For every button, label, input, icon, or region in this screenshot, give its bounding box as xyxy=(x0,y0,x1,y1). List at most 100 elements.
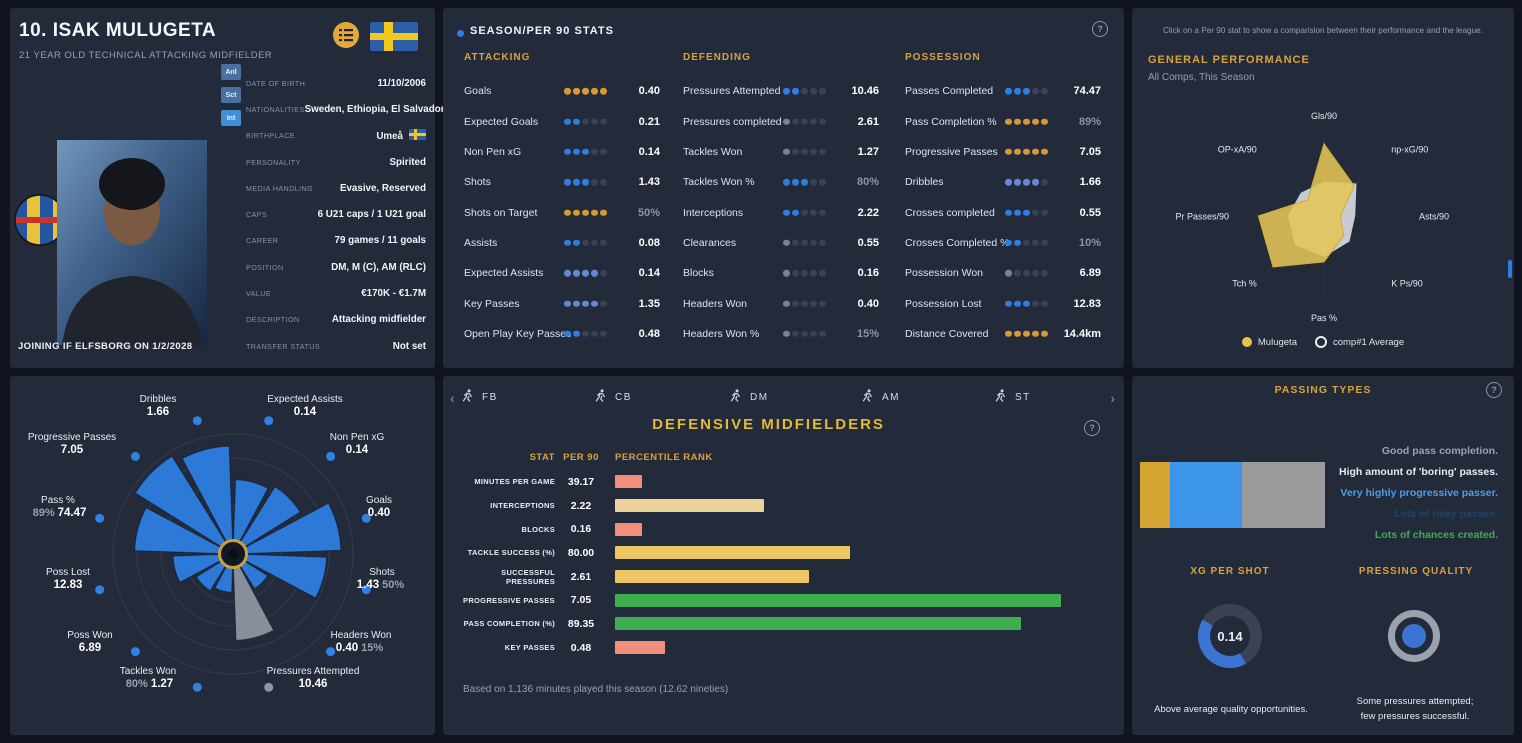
rating-dot xyxy=(792,330,799,338)
per90-stat-row[interactable]: Expected Assists 0.14 xyxy=(464,258,660,288)
pizza-slice[interactable] xyxy=(134,455,234,555)
rating-dot xyxy=(783,118,790,125)
detail-label: NATIONALITIES xyxy=(246,104,305,114)
percentile-per90-value: 0.48 xyxy=(570,641,592,654)
radar-subtitle: All Comps, This Season xyxy=(1148,72,1255,83)
per90-stat-row[interactable]: Possession Lost 12.83 xyxy=(905,288,1101,318)
rating-dot xyxy=(1005,239,1012,247)
pizza-slice[interactable] xyxy=(232,553,275,641)
rating-dot xyxy=(810,87,817,95)
passing-types-title: PASSING TYPES xyxy=(1274,384,1372,396)
per90-rating-dots xyxy=(1005,269,1048,277)
help-icon[interactable]: ? xyxy=(1092,21,1108,37)
help-icon[interactable]: ? xyxy=(1486,382,1502,398)
per90-stat-row[interactable]: Headers Won 0.40 xyxy=(683,288,879,318)
pizza-slice[interactable] xyxy=(232,479,269,555)
position-tab-st[interactable]: ST xyxy=(993,388,1031,406)
position-tab-am[interactable]: AM xyxy=(860,388,900,406)
per90-stat-label: Dribbles xyxy=(905,176,944,189)
rating-dot xyxy=(1014,300,1021,307)
positions-next-button[interactable]: › xyxy=(1110,390,1115,406)
rating-dot xyxy=(591,209,598,216)
per90-stat-row[interactable]: Headers Won % 15% xyxy=(683,319,879,349)
percentile-row: SUCCESSFUL PRESSURES 2.61 xyxy=(463,565,1114,589)
rating-dot xyxy=(810,239,817,247)
svg-text:Asts/90: Asts/90 xyxy=(1419,212,1449,222)
percentile-row: TACKLE SUCCESS (%) 80.00 xyxy=(463,541,1114,565)
general-performance-panel: Click on a Per 90 stat to show a compari… xyxy=(1132,8,1514,368)
per90-rating-dots xyxy=(1005,209,1048,216)
per90-stat-row[interactable]: Pressures completed 2.61 xyxy=(683,106,879,136)
per90-stat-row[interactable]: Crosses Completed % 10% xyxy=(905,228,1101,258)
rating-dot xyxy=(582,269,589,277)
per90-stat-row[interactable]: Crosses completed 0.55 xyxy=(905,197,1101,227)
percentile-bar-track xyxy=(615,593,1114,607)
per90-stat-row[interactable]: Passes Completed 74.47 xyxy=(905,76,1101,106)
per90-stat-row[interactable]: Shots 1.43 xyxy=(464,167,660,197)
per90-column-header: POSSESSION xyxy=(905,52,981,63)
pizza-slice[interactable] xyxy=(181,445,234,555)
help-icon[interactable]: ? xyxy=(1084,420,1100,436)
pizza-slice[interactable] xyxy=(232,502,342,555)
per90-stat-row[interactable]: Clearances 0.55 xyxy=(683,228,879,258)
position-tab-fb[interactable]: FB xyxy=(460,388,498,406)
per90-stat-row[interactable]: Tackles Won % 80% xyxy=(683,167,879,197)
pizza-slice[interactable] xyxy=(134,507,234,555)
pizza-slice[interactable] xyxy=(232,553,328,599)
per90-stat-row[interactable]: Interceptions 2.22 xyxy=(683,197,879,227)
pizza-slice[interactable] xyxy=(232,486,301,555)
rating-dot xyxy=(1041,300,1048,307)
per90-stat-row[interactable]: Open Play Key Passes 0.48 xyxy=(464,319,660,349)
rating-dot xyxy=(1041,178,1048,186)
per90-stat-row[interactable]: Pressures Attempted 10.46 xyxy=(683,76,879,106)
pizza-slice[interactable] xyxy=(172,553,234,583)
position-tab-cb[interactable]: CB xyxy=(593,388,632,406)
attributes-list-icon[interactable] xyxy=(333,22,359,48)
detail-value: Spirited xyxy=(389,156,426,168)
per90-rating-dots xyxy=(564,269,607,277)
per90-stat-value: 2.22 xyxy=(857,206,879,219)
per90-stat-row[interactable]: Shots on Target 50% xyxy=(464,197,660,227)
pressing-quality-note: Some pressures attempted; few pressures s… xyxy=(1324,694,1506,724)
player-badge[interactable]: Sct xyxy=(221,87,241,103)
position-tab-dm[interactable]: DM xyxy=(728,388,769,406)
per90-stat-row[interactable]: Tackles Won 1.27 xyxy=(683,137,879,167)
per90-rating-dots xyxy=(783,330,826,338)
positions-prev-button[interactable]: ‹ xyxy=(450,390,455,406)
detail-label: DESCRIPTION xyxy=(246,315,300,325)
rating-dot xyxy=(783,300,790,307)
rating-dot xyxy=(810,178,817,186)
player-badge[interactable]: Int xyxy=(221,110,241,126)
scrollbar-thumb[interactable] xyxy=(1508,260,1512,278)
rating-dot xyxy=(600,87,607,95)
player-badge[interactable]: Anl xyxy=(221,64,241,80)
rating-dot xyxy=(801,330,808,338)
rating-dot xyxy=(564,300,571,307)
pressing-quality-gauge xyxy=(1388,610,1440,662)
detail-value: Umeå xyxy=(376,129,426,142)
rating-dot xyxy=(792,148,799,156)
rating-dot xyxy=(600,330,607,338)
per90-stat-row[interactable]: Dribbles 1.66 xyxy=(905,167,1101,197)
percentile-bar-track xyxy=(615,617,1114,631)
per90-stat-row[interactable]: Blocks 0.16 xyxy=(683,258,879,288)
per90-stat-row[interactable]: Non Pen xG 0.14 xyxy=(464,137,660,167)
per90-stat-row[interactable]: Pass Completion % 89% xyxy=(905,106,1101,136)
detail-label: DATE OF BIRTH xyxy=(246,78,306,88)
per90-stat-label: Open Play Key Passes xyxy=(464,327,572,340)
per90-stat-row[interactable]: Progressive Passes 7.05 xyxy=(905,137,1101,167)
per90-stat-row[interactable]: Key Passes 1.35 xyxy=(464,288,660,318)
per90-stat-value: 10.46 xyxy=(851,85,879,98)
rating-dot xyxy=(1014,148,1021,156)
pizza-chart xyxy=(95,416,371,692)
per90-stat-row[interactable]: Possession Won 6.89 xyxy=(905,258,1101,288)
per90-stat-label: Tackles Won xyxy=(683,145,743,158)
svg-text:np-xG/90: np-xG/90 xyxy=(1391,144,1428,154)
per90-stat-row[interactable]: Expected Goals 0.21 xyxy=(464,106,660,136)
per90-stat-row[interactable]: Distance Covered 14.4km xyxy=(905,319,1101,349)
per90-stat-row[interactable]: Assists 0.08 xyxy=(464,228,660,258)
per90-stat-value: 80% xyxy=(856,176,879,189)
rating-dot xyxy=(564,87,571,95)
rating-dot xyxy=(783,330,790,338)
per90-stat-row[interactable]: Goals 0.40 xyxy=(464,76,660,106)
